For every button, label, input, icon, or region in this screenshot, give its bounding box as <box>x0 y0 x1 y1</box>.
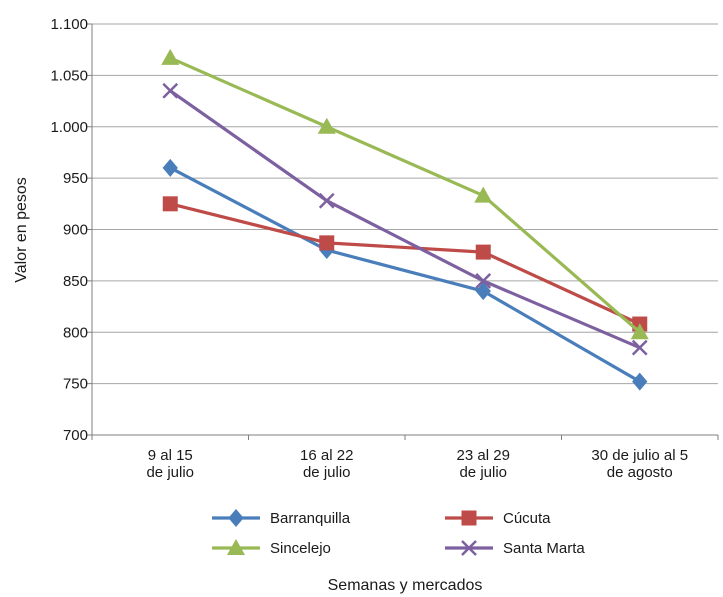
y-tick-label: 950 <box>63 170 88 187</box>
x-tick-label-line: 23 al 29 <box>457 447 510 464</box>
x-tick-label-line: de julio <box>459 464 507 481</box>
data-point <box>475 282 491 301</box>
y-tick-label: 900 <box>63 222 88 239</box>
marker-stroke <box>162 82 179 99</box>
y-axis-ticks: 700 750 800 850 900 950 1.000 1.050 1.100 <box>50 16 92 444</box>
series-line <box>169 166 641 383</box>
data-point <box>474 186 493 203</box>
legend: Barranquilla Cúcuta Sincelejo Santa Marta <box>212 509 585 557</box>
marker-stroke <box>631 339 648 356</box>
legend-marker <box>228 509 244 527</box>
x-tick-label-line: 16 al 22 <box>300 447 353 464</box>
data-point <box>162 82 179 99</box>
y-tick-label: 1.000 <box>50 119 88 136</box>
series-line <box>169 56 641 334</box>
data-point <box>162 196 178 212</box>
x-tick-label-line: 30 de julio al 5 <box>591 447 688 464</box>
series-sincelejo <box>161 48 649 340</box>
x-tick-label: 30 de julio al 5 de agosto <box>591 447 688 481</box>
data-point <box>162 158 178 177</box>
data-point <box>317 117 336 134</box>
data-point <box>161 48 180 65</box>
data-point <box>475 272 492 289</box>
x-axis-title: Semanas y mercados <box>328 577 483 594</box>
x-tick-label: 23 al 29 de julio <box>457 447 510 481</box>
legend-label: Sincelejo <box>270 540 331 557</box>
series-group <box>161 48 649 391</box>
legend-item: Sincelejo <box>212 539 331 557</box>
data-point <box>475 244 491 260</box>
marker-stroke <box>475 272 492 289</box>
data-point <box>319 235 335 251</box>
legend-label: Barranquilla <box>270 510 351 527</box>
x-tick-label: 16 al 22 de julio <box>300 447 353 481</box>
series-santa-marta <box>162 82 648 356</box>
y-axis-title: Valor en pesos <box>13 177 30 283</box>
grid-lines <box>91 23 718 436</box>
data-point <box>318 192 335 209</box>
legend-item: Santa Marta <box>445 540 585 557</box>
x-tick-label-line: de julio <box>303 464 351 481</box>
marker-stroke <box>461 540 477 556</box>
marker-stroke <box>318 192 335 209</box>
legend-label: Cúcuta <box>503 510 551 527</box>
x-tick-label-line: de julio <box>146 464 194 481</box>
y-tick-label: 1.100 <box>50 16 88 33</box>
y-tick-label: 1.050 <box>50 67 88 84</box>
y-tick-label: 850 <box>63 273 88 290</box>
legend-marker <box>227 539 245 555</box>
data-point <box>632 372 648 391</box>
y-tick-label: 800 <box>63 324 88 341</box>
series-line <box>169 202 641 326</box>
series-line <box>169 89 641 350</box>
legend-marker <box>461 540 477 556</box>
legend-item: Cúcuta <box>445 510 551 527</box>
x-tick-label: 9 al 15 de julio <box>146 447 194 481</box>
series-barranquilla <box>162 158 648 391</box>
data-point <box>631 339 648 356</box>
x-tick-label-line: de agosto <box>607 464 673 481</box>
data-point <box>630 323 649 340</box>
legend-marker <box>461 510 477 526</box>
x-tick-label-line: 9 al 15 <box>148 447 193 464</box>
series-cucuta <box>162 196 648 332</box>
legend-label: Santa Marta <box>503 540 585 557</box>
y-tick-label: 700 <box>63 427 88 444</box>
y-tick-label: 750 <box>63 376 88 393</box>
legend-item: Barranquilla <box>212 509 351 527</box>
